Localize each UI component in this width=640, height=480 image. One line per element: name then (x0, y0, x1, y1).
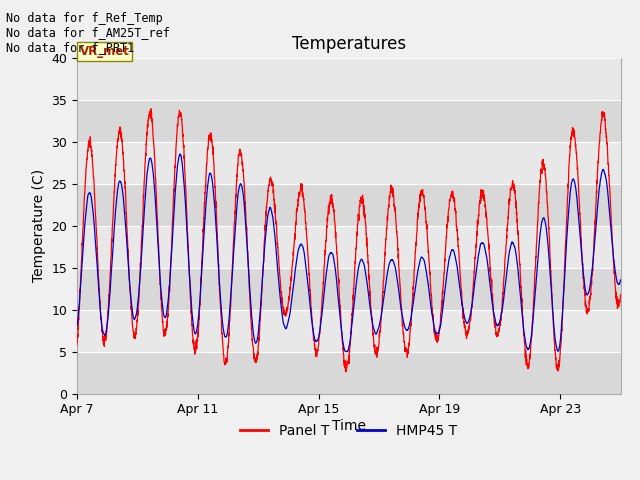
Bar (77, 310, 621, 351)
Bar (77, 351, 621, 394)
Bar (77, 142, 621, 184)
HMP45 T (176, 151, 184, 157)
HMP45 T (367, 306, 374, 312)
Panel T (159, 320, 166, 325)
Panel T (147, 106, 155, 111)
Text: VR_met: VR_met (79, 45, 129, 58)
Title: Temperatures: Temperatures (292, 35, 406, 53)
HMP45 T (194, 323, 202, 329)
Panel T (125, 277, 133, 283)
Panel T (73, 343, 81, 348)
Text: No data for f_PRT1: No data for f_PRT1 (6, 41, 134, 54)
Panel T (271, 203, 278, 209)
HMP45 T (159, 300, 166, 306)
HMP45 T (73, 324, 81, 330)
Bar (77, 268, 621, 310)
Panel T (367, 289, 374, 295)
Bar (77, 184, 621, 226)
Panel T (342, 369, 350, 375)
Text: No data for f_Ref_Temp: No data for f_Ref_Temp (6, 12, 163, 25)
HMP45 T (617, 277, 625, 283)
Line: Panel T: Panel T (77, 108, 621, 372)
Legend: Panel T, HMP45 T: Panel T, HMP45 T (235, 419, 463, 444)
Text: No data for f_AM25T_ref: No data for f_AM25T_ref (6, 26, 170, 39)
Panel T (194, 338, 202, 344)
HMP45 T (125, 279, 133, 285)
Bar (77, 100, 621, 142)
Y-axis label: Temperature (C): Temperature (C) (31, 169, 45, 282)
HMP45 T (342, 349, 350, 355)
HMP45 T (547, 282, 555, 288)
Panel T (547, 268, 555, 274)
Bar (77, 226, 621, 268)
X-axis label: Time: Time (332, 419, 366, 433)
Panel T (617, 291, 625, 297)
Line: HMP45 T: HMP45 T (77, 154, 621, 352)
Bar (77, 58, 621, 100)
HMP45 T (271, 228, 278, 233)
